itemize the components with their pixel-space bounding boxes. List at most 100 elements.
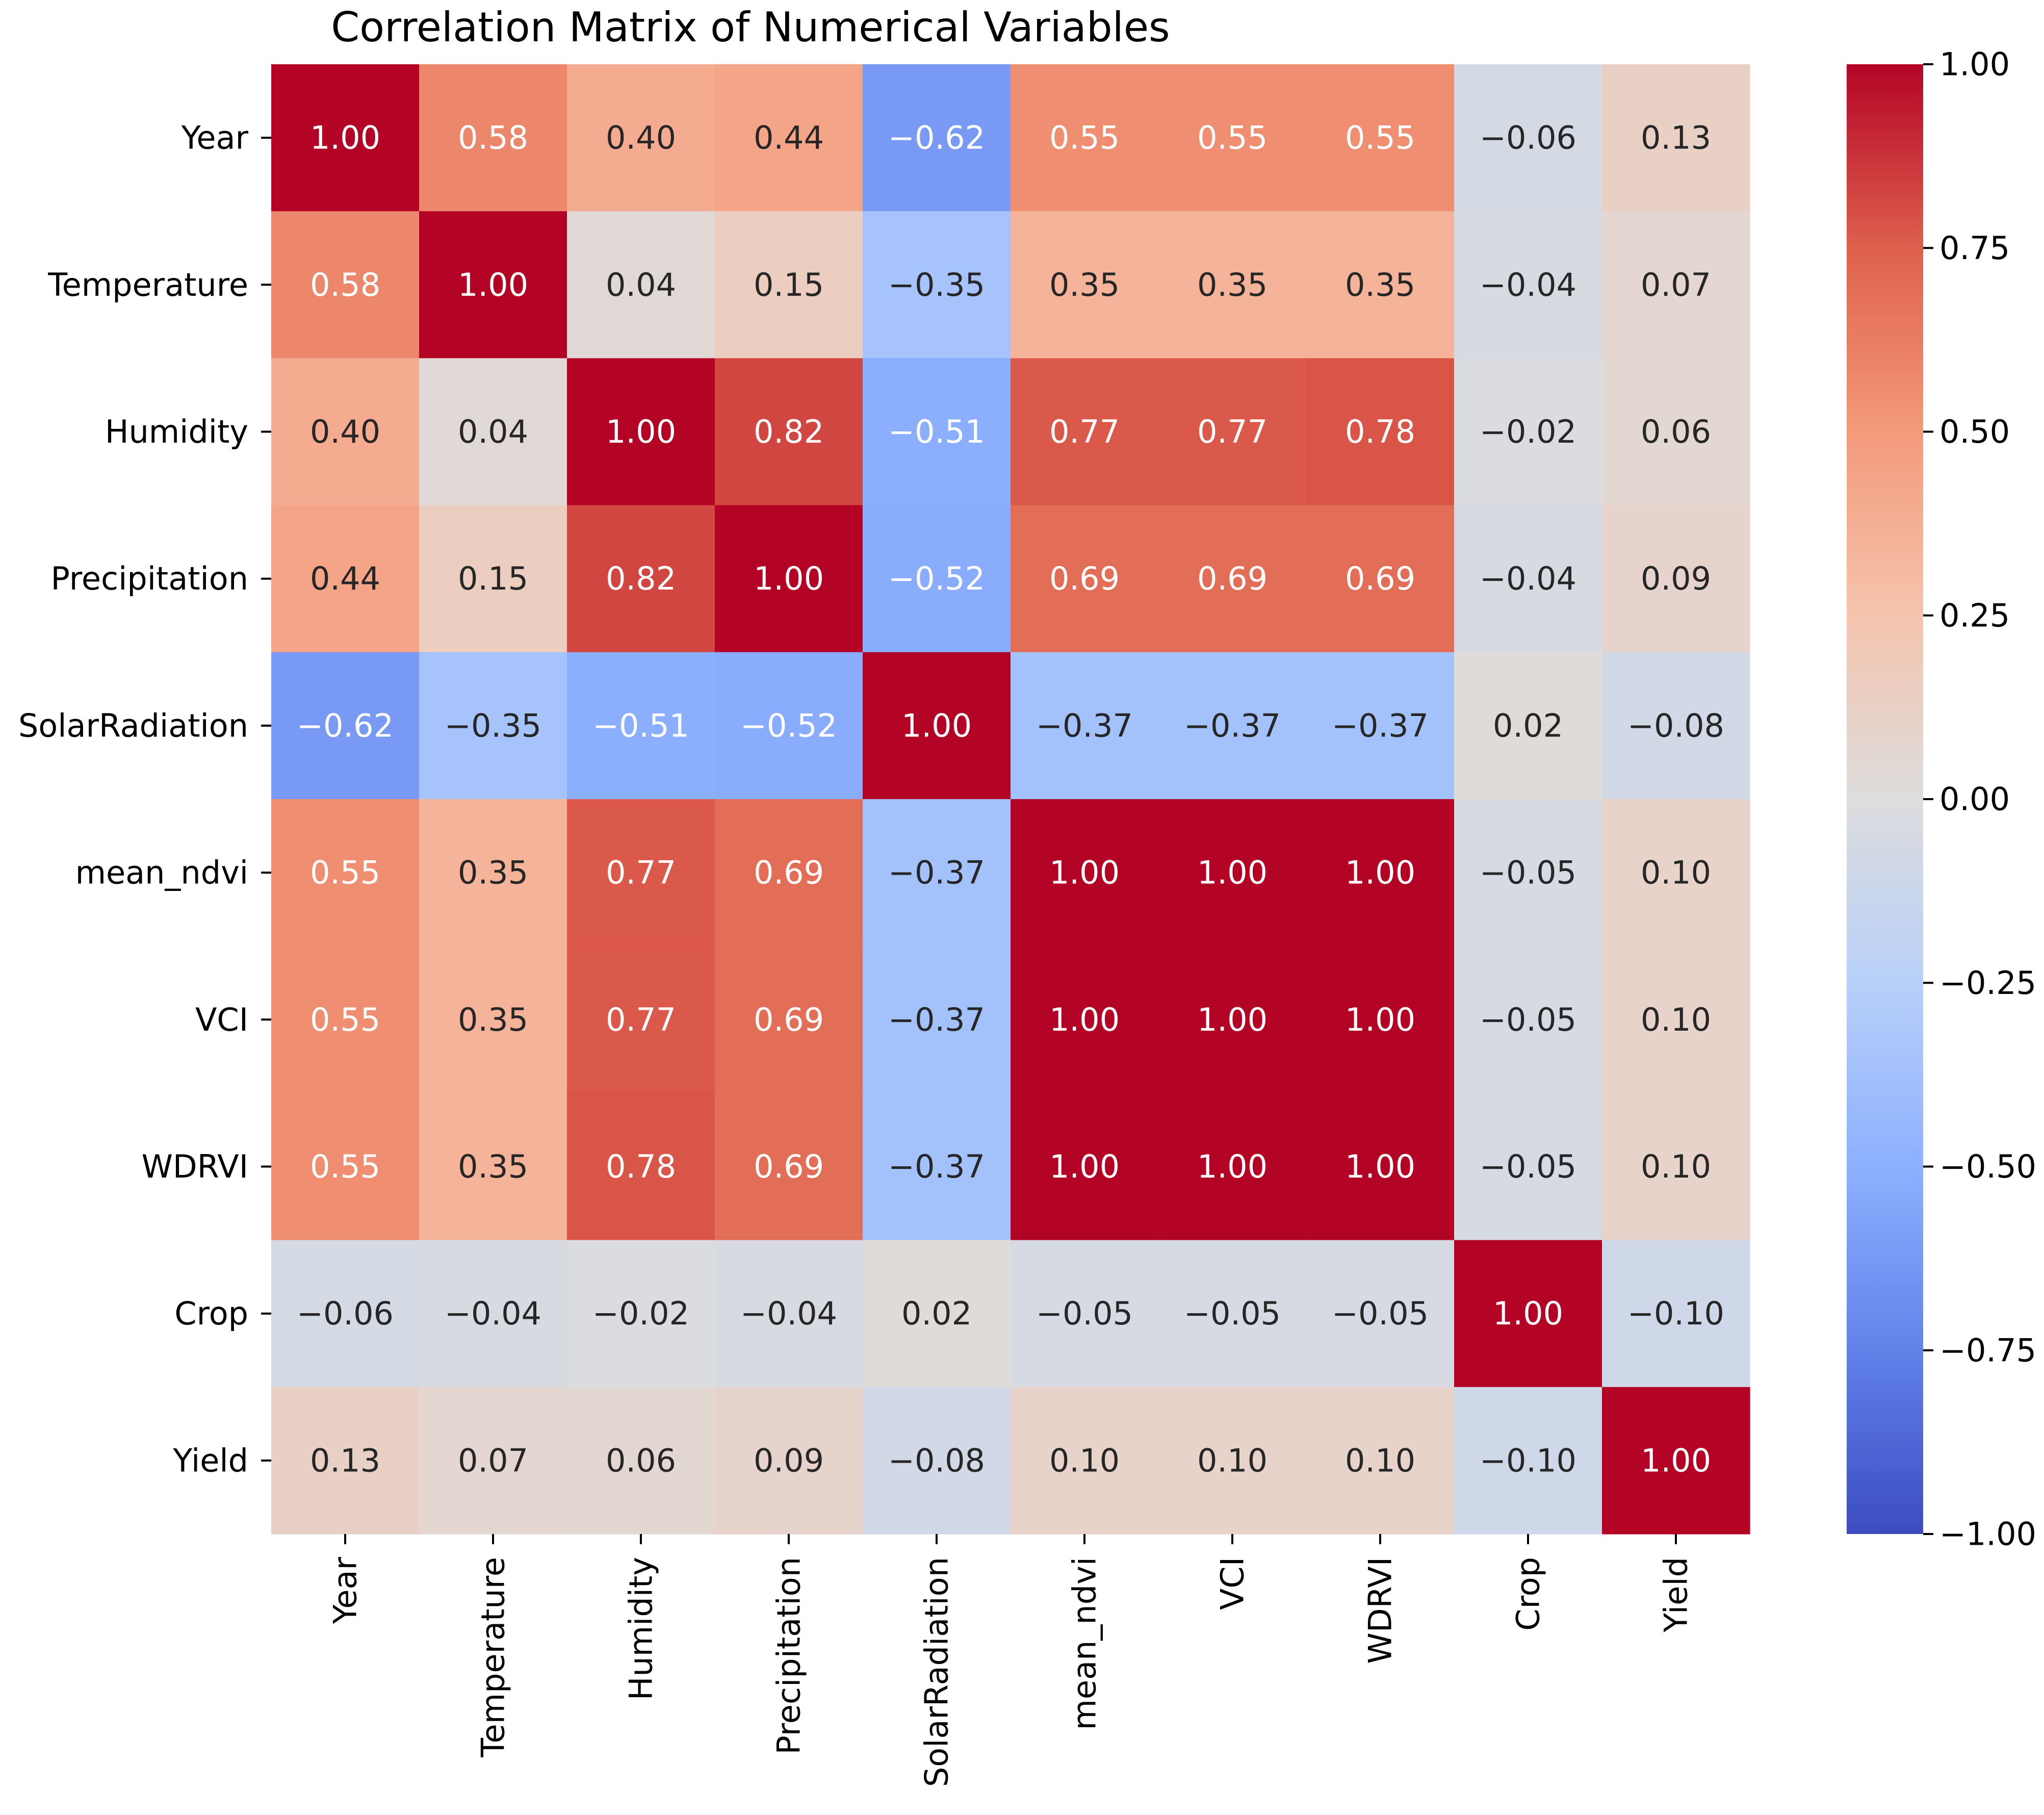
heatmap-cell [419,1387,567,1535]
cell-value-label: 0.10 [1641,1148,1711,1185]
y-tick-label: Yield [172,1442,248,1479]
heatmap-cell [1306,1240,1455,1388]
x-tick-label: Temperature [475,1557,512,1758]
heatmap-cell [715,946,863,1093]
cell-value-label: −0.08 [1627,707,1724,744]
y-tick-label: mean_ndvi [75,854,248,891]
heatmap-cell [863,799,1011,947]
cell-value-label: 0.35 [1049,266,1120,303]
colorbar-tick-label: 0.50 [1939,413,2010,450]
cell-value-label: 0.55 [310,1001,380,1038]
cell-value-label: 0.13 [1641,119,1711,157]
cell-value-label: 1.00 [901,707,972,744]
colorbar-tick-label: 0.25 [1939,597,2010,634]
cell-value-label: −0.35 [888,266,985,303]
heatmap-cell [419,1240,567,1388]
cell-value-label: 1.00 [458,266,528,303]
cell-value-label: 0.55 [1197,119,1267,157]
cell-value-label: 1.00 [1345,854,1415,891]
cell-value-label: 0.09 [1641,560,1711,597]
cell-value-label: 0.35 [458,1001,528,1038]
colorbar-tick-label: −0.75 [1939,1332,2036,1369]
heatmap-cell [419,211,567,359]
heatmap-cell [863,1387,1011,1535]
cell-value-label: 1.00 [754,560,824,597]
cell-value-label: 0.15 [458,560,528,597]
cell-value-label: 0.35 [1197,266,1267,303]
cell-value-label: 0.44 [754,119,824,157]
heatmap-cell [1306,64,1455,212]
cell-value-label: 0.69 [754,1148,824,1185]
heatmap-cell [1602,1240,1750,1388]
heatmap-cell [419,505,567,653]
cell-value-label: 0.69 [1197,560,1267,597]
heatmap-cell [271,946,420,1093]
cell-value-label: 0.77 [1049,413,1120,450]
heatmap-cell [863,358,1011,506]
heatmap-cell [1011,64,1159,212]
cell-value-label: 1.00 [606,413,676,450]
cell-value-label: 0.06 [1641,413,1711,450]
heatmap-cell [1011,1387,1159,1535]
cell-value-label: 0.58 [310,266,380,303]
cell-value-label: 1.00 [310,119,380,157]
x-axis-labels: Year Temperature Humidity Precipitation Sola… [327,1534,1695,1787]
heatmap-cell [271,1093,420,1241]
cell-value-label: −0.10 [1480,1442,1576,1479]
heatmap-cell [1011,946,1159,1093]
x-tick-label: VCI [1214,1557,1251,1610]
cell-value-label: −0.04 [740,1295,837,1332]
heatmap-cell [863,1093,1011,1241]
heatmap-cell [715,358,863,506]
heatmap-cell [1011,358,1159,506]
heatmap-cell [1454,799,1602,947]
colorbar: 1.00 0.75 0.50 0.25 0.00 −0.25 −0.50 −0.75 −1.00 [1847,46,2036,1553]
cell-value-label: 0.77 [606,1001,676,1038]
cell-value-label: 0.55 [1345,119,1415,157]
cell-value-label: 0.06 [606,1442,676,1479]
cell-value-label: 1.00 [1049,854,1120,891]
cell-value-label: 1.00 [1197,854,1267,891]
heatmap-cell [271,799,420,947]
y-axis-labels: Year Temperature Humidity Precipitation Sola… [18,119,271,1479]
heatmap-cell [1306,799,1455,947]
cell-value-label: −0.05 [1332,1295,1429,1332]
heatmap-cell [1158,1240,1307,1388]
cell-value-label: 1.00 [1345,1001,1415,1038]
heatmap-cell [1158,1093,1307,1241]
cell-value-label: 1.00 [1345,1148,1415,1185]
x-tick-label: Crop [1510,1557,1547,1631]
heatmap-cell [1158,358,1307,506]
heatmap-cell [271,211,420,359]
cell-value-label: 0.35 [458,1148,528,1185]
cell-value-label: 0.10 [1197,1442,1267,1479]
heatmap-cell [1306,358,1455,506]
y-tick-label: Humidity [105,413,248,450]
heatmap-cell [1011,1093,1159,1241]
heatmap-cell [567,358,715,506]
cell-value-label: 0.10 [1345,1442,1415,1479]
x-tick-label: WDRVI [1362,1557,1399,1664]
heatmap-cell [863,505,1011,653]
heatmap-cell [1011,505,1159,653]
cell-value-label: 0.40 [310,413,380,450]
heatmap-cell [1602,652,1750,800]
heatmap-cell [715,1240,863,1388]
colorbar-tick-label: 0.75 [1939,229,2010,267]
heatmap-cell [1306,946,1455,1093]
cell-value-label: 0.78 [1345,413,1415,450]
x-tick-label: Precipitation [770,1557,808,1755]
heatmap-cell [1158,211,1307,359]
heatmap-cell [1454,652,1602,800]
cell-value-label: 0.02 [1493,707,1563,744]
heatmap-cell [419,358,567,506]
heatmap-cell [271,652,420,800]
heatmap-cell [1158,505,1307,653]
heatmap-cell [1602,64,1750,212]
heatmap-cell [1454,946,1602,1093]
cell-value-label: 0.40 [606,119,676,157]
cell-value-label: 1.00 [1641,1442,1711,1479]
cell-value-label: 0.78 [606,1148,676,1185]
heatmap-cell [1306,211,1455,359]
heatmap-cell [715,1093,863,1241]
